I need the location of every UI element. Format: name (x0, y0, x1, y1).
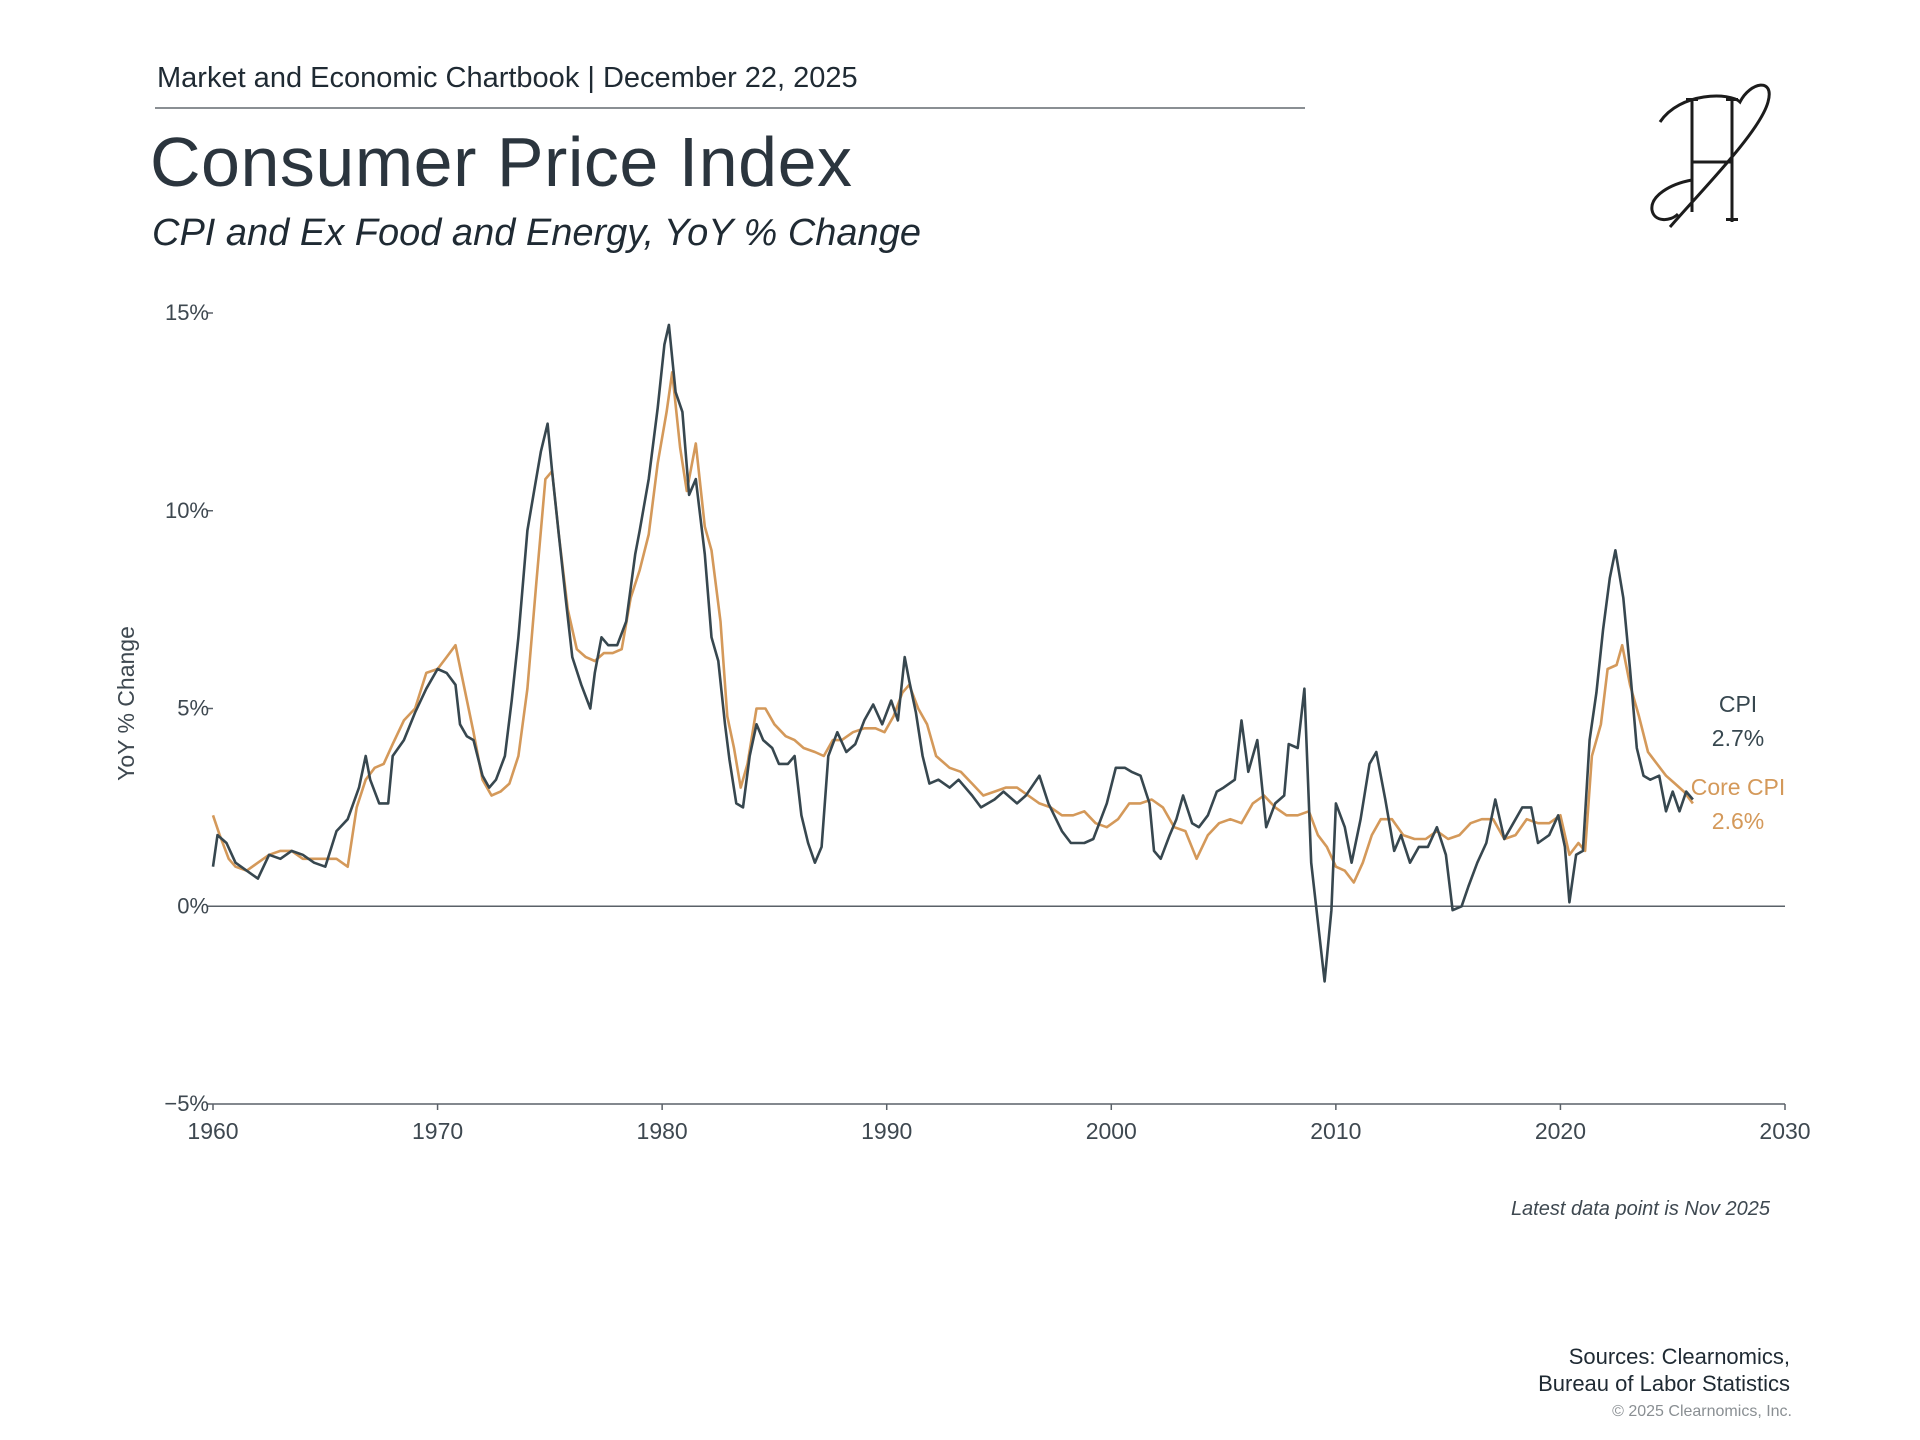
series-line-core-cpi (211, 371, 1694, 884)
brand-logo (1650, 83, 1771, 228)
page-title: Consumer Price Index (150, 123, 853, 201)
header-divider (155, 107, 1305, 109)
y-tick-label: 0% (177, 893, 209, 918)
chart-axes (207, 312, 1786, 1110)
sources-line-1: Sources: Clearnomics, (1568, 1344, 1790, 1369)
series-end-label: Core CPI (1691, 774, 1786, 800)
x-tick-label: 2030 (1759, 1118, 1810, 1144)
y-tick-label: −5% (164, 1091, 209, 1116)
sources: Sources: Clearnomics, Bureau of Labor St… (1538, 1343, 1790, 1397)
x-tick-label: 1990 (861, 1118, 912, 1144)
x-tick-label: 2000 (1086, 1118, 1137, 1144)
x-tick-label: 2020 (1535, 1118, 1586, 1144)
sources-line-2: Bureau of Labor Statistics (1538, 1371, 1790, 1396)
y-tick-label: 10% (165, 498, 209, 523)
series-end-value: 2.7% (1712, 725, 1764, 751)
y-tick-label: 15% (165, 300, 209, 325)
series-end-value: 2.6% (1712, 808, 1764, 834)
x-tick-label: 1980 (637, 1118, 688, 1144)
x-tick-label: 1970 (412, 1118, 463, 1144)
x-tick-label: 1960 (187, 1118, 238, 1144)
x-tick-label: 2010 (1310, 1118, 1361, 1144)
chart-series (211, 323, 1694, 983)
page-subtitle: CPI and Ex Food and Energy, YoY % Change (152, 212, 921, 254)
latest-data-note: Latest data point is Nov 2025 (1510, 1198, 1770, 1220)
y-axis-title: YoY % Change (113, 626, 139, 781)
series-end-label: CPI (1719, 691, 1757, 717)
copyright: © 2025 Clearnomics, Inc. (1612, 1403, 1792, 1420)
chartbook-header: Market and Economic Chartbook | December… (157, 62, 858, 94)
series-line-cpi (211, 323, 1694, 983)
y-tick-label: 5% (177, 696, 209, 721)
chart-labels: −5% 0% 5% 10% 15% 1960 1970 1980 1990 2000 2010 202… (113, 300, 1811, 1144)
